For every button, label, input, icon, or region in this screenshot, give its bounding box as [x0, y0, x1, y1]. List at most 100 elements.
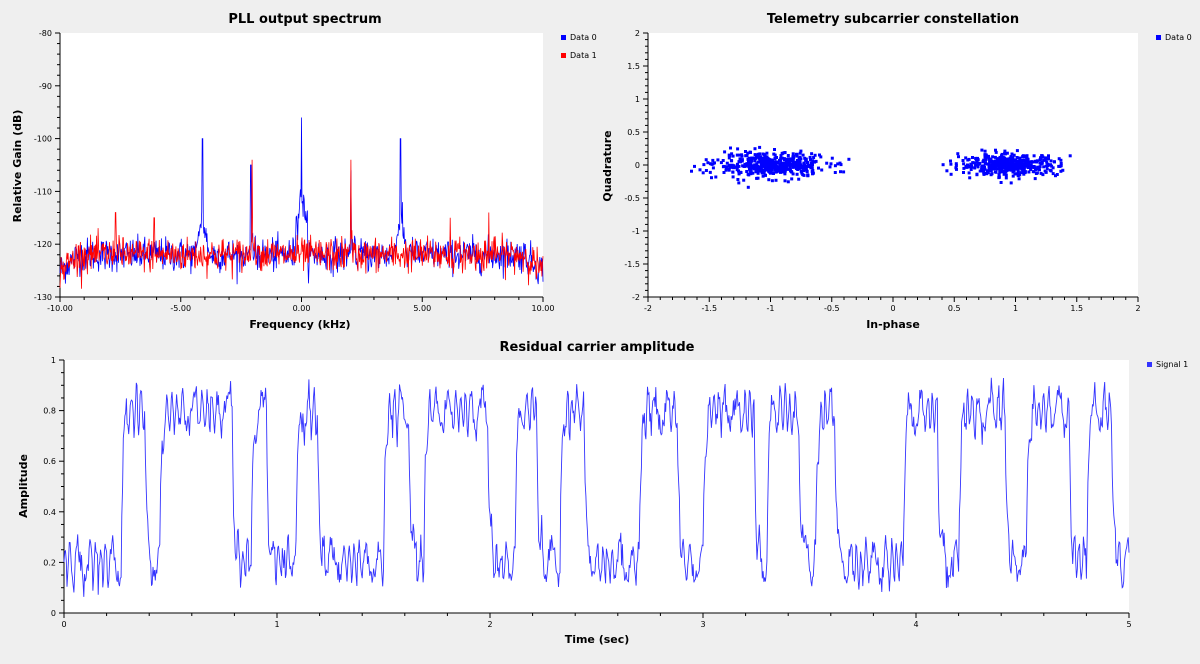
scatter-point: [1010, 152, 1014, 156]
scatter-point: [746, 151, 750, 155]
scatter-point: [1003, 162, 1007, 166]
scatter-point: [1034, 172, 1038, 175]
y-tick-label: 2: [635, 29, 640, 38]
y-tick-label: 1: [51, 356, 56, 365]
scatter-point: [736, 147, 740, 151]
scatter-point: [1042, 165, 1046, 169]
scatter-point: [756, 171, 760, 175]
scatter-point: [711, 158, 715, 162]
scatter-point: [771, 161, 775, 165]
scatter-point: [732, 164, 735, 168]
scatter-point: [690, 169, 693, 173]
scatter-point: [949, 172, 953, 176]
scatter-point: [804, 158, 808, 162]
scatter-point: [975, 173, 979, 177]
scatter-point: [1022, 172, 1026, 176]
scatter-point: [1008, 156, 1012, 160]
scatter-point: [1005, 151, 1009, 155]
scatter-point: [750, 156, 754, 160]
scatter-point: [797, 167, 801, 171]
scatter-point: [1018, 173, 1022, 177]
scatter-point: [745, 162, 749, 166]
scatter-point: [706, 161, 710, 165]
scatter-point: [987, 154, 990, 158]
scatter-point: [986, 171, 990, 175]
scatter-point: [1021, 155, 1025, 159]
scatter-point: [810, 152, 814, 156]
scatter-point: [780, 161, 784, 165]
scatter-point: [982, 164, 986, 168]
x-tick-label: -2: [644, 304, 652, 313]
scatter-point: [755, 167, 759, 171]
scatter-point: [806, 161, 809, 165]
scatter-point: [1027, 160, 1031, 164]
scatter-point: [828, 165, 832, 169]
scatter-point: [727, 163, 731, 167]
scatter-point: [791, 155, 795, 159]
scatter-point: [755, 164, 759, 168]
y-tick-label: -130: [34, 293, 52, 302]
scatter-point: [767, 157, 771, 161]
scatter-point: [991, 155, 995, 159]
legend-swatch: [1156, 35, 1161, 40]
scatter-point: [802, 161, 806, 165]
scatter-point: [818, 153, 821, 157]
scatter-point: [780, 156, 784, 160]
scatter-point: [758, 166, 761, 170]
y-tick-label: 0.8: [43, 407, 56, 416]
scatter-point: [794, 152, 798, 156]
scatter-point: [1049, 159, 1053, 163]
scatter-point: [1022, 166, 1026, 170]
y-tick-label: -0.5: [624, 194, 640, 203]
scatter-point: [1015, 149, 1019, 153]
scatter-point: [729, 159, 733, 163]
scatter-point: [801, 153, 805, 157]
scatter-point: [774, 162, 778, 166]
scatter-point: [808, 164, 812, 168]
scatter-point: [989, 158, 993, 162]
scatter-point: [731, 170, 735, 174]
scatter-point: [1054, 174, 1057, 178]
scatter-point: [729, 146, 732, 150]
scatter-point: [836, 162, 840, 166]
scatter-point: [1032, 154, 1036, 158]
x-tick-label: 2: [487, 620, 492, 629]
x-tick-label: 2: [1135, 304, 1140, 313]
plot-area: [648, 33, 1138, 297]
scatter-point: [698, 168, 702, 172]
scatter-point: [780, 170, 784, 174]
scatter-point: [1002, 172, 1006, 176]
scatter-point: [760, 171, 764, 175]
x-tick-label: 3: [700, 620, 705, 629]
scatter-point: [1000, 164, 1004, 167]
scatter-point: [783, 151, 787, 154]
scatter-point: [1013, 164, 1017, 168]
scatter-point: [1015, 162, 1019, 166]
scatter-point: [1038, 168, 1041, 172]
scatter-point: [980, 148, 984, 152]
scatter-point: [738, 157, 742, 161]
scatter-point: [713, 161, 716, 165]
scatter-point: [975, 160, 979, 164]
spectrum-ylabel: Relative Gain (dB): [11, 110, 24, 223]
scatter-point: [1038, 165, 1042, 169]
scatter-point: [1005, 159, 1009, 163]
scatter-point: [1033, 177, 1037, 181]
scatter-point: [737, 172, 741, 176]
scatter-point: [978, 161, 982, 165]
scatter-point: [710, 176, 713, 180]
scatter-point: [753, 163, 757, 167]
scatter-point: [809, 158, 812, 162]
scatter-point: [775, 156, 778, 159]
scatter-point: [693, 164, 696, 168]
scatter-point: [788, 160, 791, 164]
scatter-point: [1051, 172, 1055, 176]
scatter-point: [765, 151, 769, 155]
scatter-point: [761, 174, 765, 178]
scatter-point: [989, 173, 993, 177]
scatter-point: [760, 164, 764, 168]
scatter-point: [998, 156, 1002, 160]
y-tick-label: 0: [51, 609, 56, 618]
scatter-point: [1011, 174, 1015, 178]
scatter-point: [725, 165, 729, 169]
